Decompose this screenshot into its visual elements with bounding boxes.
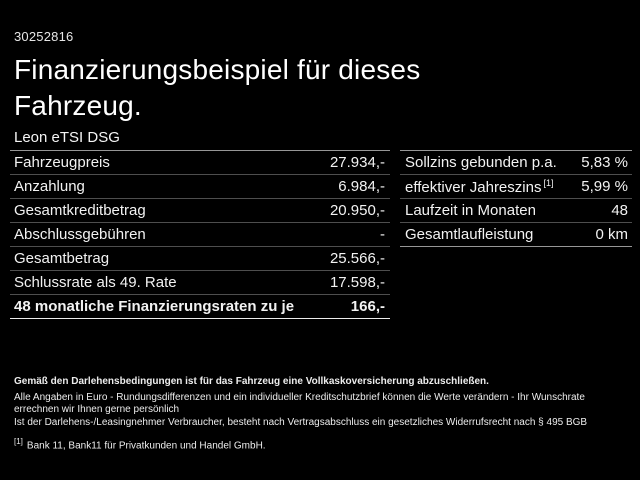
table-row-effektiver-jahreszins: effektiver Jahreszins [1] 5,99 % (400, 175, 632, 199)
row-value: 25.566,- (329, 250, 385, 267)
row-value: 0 km (595, 226, 628, 243)
table-row-abschlussgebuehren: Abschlussgebühren - (10, 223, 390, 247)
table-row-gesamtbetrag: Gesamtbetrag 25.566,- (10, 247, 390, 271)
table-row-monthly-rate: 48 monatliche Finanzierungsraten zu je 1… (10, 295, 390, 319)
table-row-gesamtkreditbetrag: Gesamtkreditbetrag 20.950,- (10, 199, 390, 223)
row-label: Anzahlung (14, 178, 85, 195)
row-label: Sollzins gebunden p.a. (405, 154, 557, 171)
row-label: Abschlussgebühren (14, 226, 146, 243)
disclaimer-line1: Alle Angaben in Euro - Rundungsdifferenz… (14, 391, 585, 416)
row-value: 27.934,- (329, 154, 385, 171)
finance-table: Fahrzeugpreis 27.934,- Anzahlung 6.984,-… (10, 150, 390, 319)
table-row-anzahlung: Anzahlung 6.984,- (10, 175, 390, 199)
row-value: - (380, 226, 385, 243)
disclaimer-line2: Ist der Darlehens-/Leasingnehmer Verbrau… (14, 416, 588, 428)
row-label: effektiver Jahreszins [1] (405, 177, 554, 196)
row-value: 6.984,- (338, 178, 385, 195)
legal-footer: Gemäß den Darlehensbedingungen ist für d… (14, 376, 630, 453)
footnote-reference: [1] (543, 177, 554, 188)
row-label: Gesamtbetrag (14, 250, 110, 267)
footnote-marker: [1] (14, 437, 23, 446)
table-row-fahrzeugpreis: Fahrzeugpreis 27.934,- (10, 151, 390, 175)
row-label: Gesamtlaufleistung (405, 226, 534, 243)
conditions-table: Sollzins gebunden p.a. 5,83 % effektiver… (400, 150, 632, 247)
table-row-laufzeit: Laufzeit in Monaten 48 (400, 199, 632, 223)
row-value: 5,99 % (581, 178, 628, 195)
row-label: Laufzeit in Monaten (405, 202, 536, 219)
row-value: 20.950,- (329, 202, 385, 219)
row-label: Gesamtkreditbetrag (14, 202, 146, 219)
page-title-line2: Fahrzeug. (14, 90, 142, 121)
footnote-text: Bank 11, Bank11 für Privatkunden und Han… (26, 440, 266, 452)
row-value: 5,83 % (581, 154, 628, 171)
row-value: 48 (611, 202, 628, 219)
vehicle-id: 30252816 (14, 29, 74, 44)
vehicle-model: Leon eTSI DSG (14, 129, 120, 146)
row-label: Schlussrate als 49. Rate (14, 274, 177, 291)
bank-footnote: [1] Bank 11, Bank11 für Privatkunden und … (14, 436, 630, 453)
table-row-schlussrate: Schlussrate als 49. Rate 17.598,- (10, 271, 390, 295)
page-title-line1: Finanzierungsbeispiel für dieses (14, 54, 421, 85)
insurance-note: Gemäß den Darlehensbedingungen ist für d… (14, 376, 489, 387)
page-title: Finanzierungsbeispiel für dieses Fahrzeu… (14, 52, 420, 124)
table-row-sollzins: Sollzins gebunden p.a. 5,83 % (400, 151, 632, 175)
row-value: 166,- (350, 298, 385, 315)
row-label: Fahrzeugpreis (14, 154, 110, 171)
table-row-gesamtlaufleistung: Gesamtlaufleistung 0 km (400, 223, 632, 247)
row-label: 48 monatliche Finanzierungsraten zu je (14, 298, 295, 315)
row-value: 17.598,- (329, 274, 385, 291)
